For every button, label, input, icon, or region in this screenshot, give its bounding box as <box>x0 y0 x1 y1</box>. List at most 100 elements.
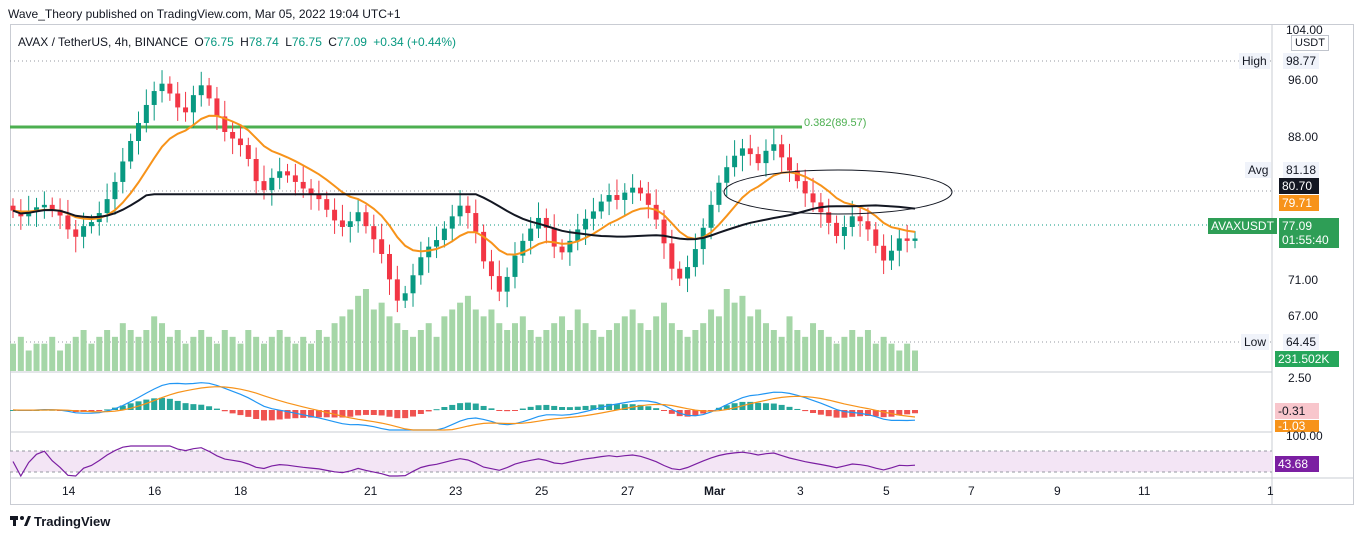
candle-body <box>128 140 134 162</box>
volume-bar <box>315 330 322 371</box>
currency-button[interactable]: USDT <box>1291 35 1329 51</box>
time-tick: 7 <box>968 484 975 498</box>
macd-hist-bar <box>253 410 260 419</box>
candle-body <box>794 170 800 182</box>
macd-hist-bar <box>355 410 362 416</box>
macd-hist-bar <box>590 405 597 410</box>
volume-bar <box>527 330 534 371</box>
volume-bar <box>166 336 173 371</box>
volume-bar <box>347 309 354 371</box>
candle-body <box>724 167 730 183</box>
macd-hist-bar <box>825 410 832 417</box>
volume-bar <box>394 323 401 371</box>
rsi-tick: 100.00 <box>1286 429 1323 443</box>
macd-hist-bar <box>731 403 738 410</box>
volume-bar <box>629 309 636 371</box>
volume-bar <box>72 336 79 371</box>
volume-bar <box>10 343 16 371</box>
candle-body <box>285 171 291 176</box>
macd-hist-bar <box>653 408 660 410</box>
candle-body <box>543 217 549 228</box>
candle-body <box>175 93 181 108</box>
macd-hist-bar <box>904 410 911 415</box>
macd-hist-bar <box>347 410 354 417</box>
macd-hist-bar <box>402 410 409 419</box>
volume-bar <box>143 330 150 371</box>
last-price-tag: 77.09 <box>1279 218 1339 234</box>
volume-bar <box>174 330 181 371</box>
macd-hist-bar <box>104 409 111 411</box>
macd-tick: 2.50 <box>1288 371 1312 385</box>
macd-hist-bar <box>896 410 903 416</box>
macd-hist-bar <box>912 410 918 414</box>
low-value: 76.75 <box>291 35 322 49</box>
volume-bar <box>229 336 236 371</box>
macd-hist-bar <box>127 403 134 410</box>
time-tick: 14 <box>62 484 76 498</box>
volume-bar <box>355 295 362 371</box>
macd-hist-bar <box>237 410 244 416</box>
candle-body <box>81 226 87 237</box>
volume-bar <box>739 295 746 371</box>
fib-label: 0.382(89.57) <box>804 113 866 131</box>
volume-bar <box>849 330 856 371</box>
volume-bar <box>457 302 464 371</box>
volume-bar <box>770 330 777 371</box>
volume-bar <box>464 295 471 371</box>
volume-bar <box>692 330 699 371</box>
candle-body <box>88 222 94 227</box>
macd-hist-bar <box>268 410 275 421</box>
volume-bar <box>402 330 409 371</box>
volume-bar <box>817 330 824 371</box>
candle-body <box>245 145 251 160</box>
ema-value-tag: 79.71 <box>1279 195 1319 211</box>
candle-body <box>402 293 408 301</box>
candle-body <box>779 144 785 158</box>
candle-body <box>630 187 636 193</box>
volume-bar <box>543 330 550 371</box>
volume-bar <box>441 316 448 371</box>
volume-bar <box>159 323 166 371</box>
candle-body <box>504 276 510 292</box>
volume-bar <box>449 309 456 371</box>
candle-body <box>912 238 918 241</box>
candle-body <box>512 255 518 277</box>
symbol-title[interactable]: AVAX / TetherUS, 4h, BINANCE <box>18 35 189 49</box>
price-tick: 67.00 <box>1288 309 1319 323</box>
candle-body <box>426 246 432 258</box>
macd-hist-bar <box>527 406 534 410</box>
candle-body <box>551 227 557 247</box>
macd-hist-bar <box>480 405 487 410</box>
macd-hist-bar <box>96 410 103 411</box>
candle-body <box>151 91 157 105</box>
macd-hist-bar <box>362 410 369 415</box>
fib-label-text: 0.382(89.57) <box>804 117 867 129</box>
candle-body <box>583 218 589 230</box>
macd-hist-bar <box>880 410 887 418</box>
candle-body <box>73 229 79 237</box>
candle-body <box>787 157 793 171</box>
candle-body <box>614 195 620 200</box>
price-tick: 71.00 <box>1288 273 1319 287</box>
volume-bar <box>339 316 346 371</box>
volume-bar <box>127 330 134 371</box>
candle-body <box>214 98 220 117</box>
macd-hist-bar <box>849 410 856 417</box>
candle-body <box>441 228 447 241</box>
volume-bar <box>80 330 87 371</box>
candle-body <box>739 148 745 156</box>
macd-hist-bar <box>794 408 801 410</box>
macd-hist-bar <box>464 402 471 410</box>
volume-bar <box>700 323 707 371</box>
candle-body <box>826 212 832 223</box>
tradingview-logo-text[interactable]: TradingView <box>34 514 111 529</box>
macd-hist-bar <box>88 410 95 412</box>
high-value: 78.74 <box>248 35 279 49</box>
macd-hist-bar <box>276 410 283 420</box>
candle-body <box>888 250 894 261</box>
candle-body <box>590 211 596 219</box>
macd-hist-bar <box>606 403 613 410</box>
change-value: +0.34 (+0.44%) <box>373 35 457 49</box>
macd-hist-bar <box>864 410 871 416</box>
